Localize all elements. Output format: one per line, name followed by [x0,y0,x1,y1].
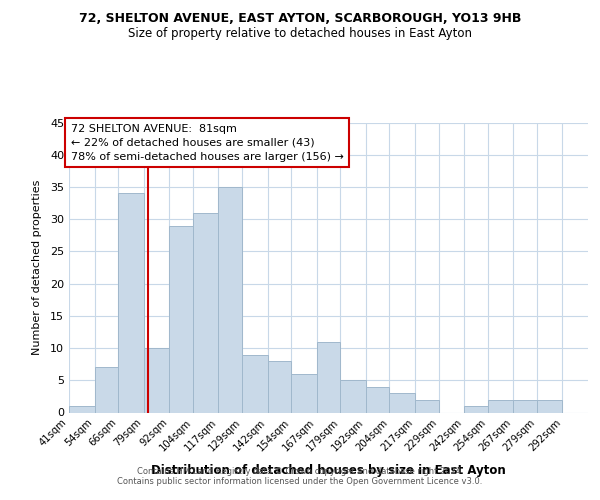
Bar [464,406,488,412]
Bar [69,406,95,412]
Text: Contains HM Land Registry data © Crown copyright and database right 2024.: Contains HM Land Registry data © Crown c… [137,467,463,476]
Text: 72, SHELTON AVENUE, EAST AYTON, SCARBOROUGH, YO13 9HB: 72, SHELTON AVENUE, EAST AYTON, SCARBORO… [79,12,521,26]
Bar [242,354,268,412]
Bar [340,380,366,412]
Bar [537,400,562,412]
Bar [291,374,317,412]
Bar [169,226,193,412]
Bar [488,400,513,412]
Bar [366,386,389,412]
Bar [95,368,118,412]
X-axis label: Distribution of detached houses by size in East Ayton: Distribution of detached houses by size … [151,464,506,477]
Bar [144,348,169,412]
Bar [193,212,218,412]
Bar [415,400,439,412]
Y-axis label: Number of detached properties: Number of detached properties [32,180,41,355]
Bar [317,342,340,412]
Text: Size of property relative to detached houses in East Ayton: Size of property relative to detached ho… [128,28,472,40]
Bar [218,187,242,412]
Bar [513,400,537,412]
Bar [268,361,291,412]
Bar [389,393,415,412]
Bar [118,194,144,412]
Text: Contains public sector information licensed under the Open Government Licence v3: Contains public sector information licen… [118,477,482,486]
Text: 72 SHELTON AVENUE:  81sqm
← 22% of detached houses are smaller (43)
78% of semi-: 72 SHELTON AVENUE: 81sqm ← 22% of detach… [71,124,344,162]
